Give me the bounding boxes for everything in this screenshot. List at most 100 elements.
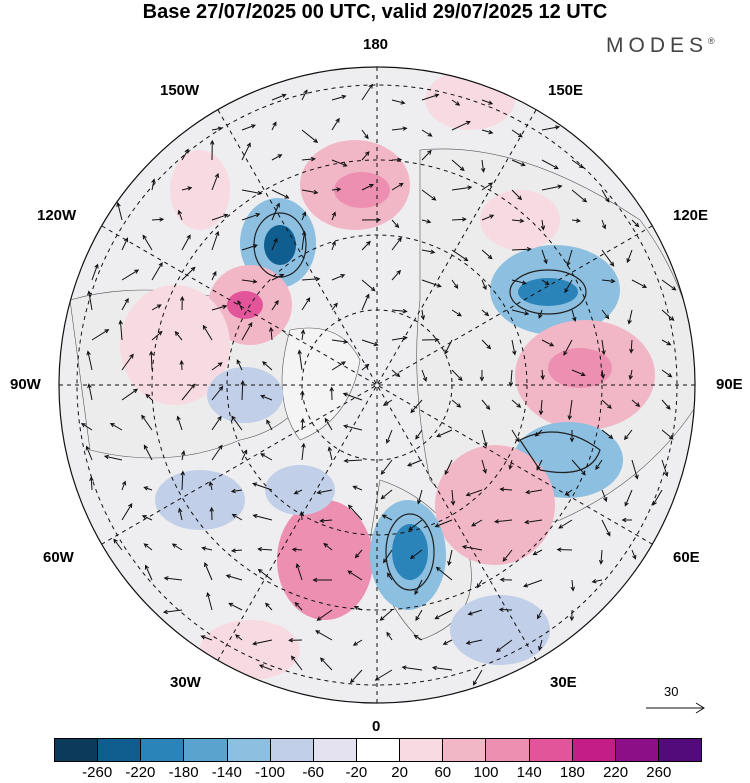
wind-arrow: [230, 488, 243, 494]
wind-arrow: [121, 388, 139, 401]
wind-arrow: [564, 489, 573, 496]
latitude-circle: [151, 159, 603, 611]
wind-arrow: [601, 309, 610, 320]
wind-arrow: [301, 89, 308, 101]
wind-arrow: [319, 657, 333, 671]
wind-arrow: [300, 390, 305, 401]
wind-arrow: [601, 519, 611, 537]
wind-arrow: [329, 386, 334, 401]
wind-arrow: [624, 429, 633, 441]
wind-arrow: [181, 186, 193, 191]
wind-arrow: [260, 394, 273, 401]
wind-arrow: [415, 609, 423, 622]
wind-arrow: [481, 279, 487, 291]
wind-arrow: [211, 213, 229, 221]
wind-arrow: [331, 117, 340, 131]
wind-arrow: [391, 126, 408, 131]
colorbar-segment: [141, 739, 185, 761]
colorbar-tick-label: -220: [125, 764, 156, 781]
wind-arrow: [661, 279, 677, 291]
wind-arrow: [343, 458, 363, 464]
wind-arrow: [241, 279, 258, 284]
wind-arrow: [231, 415, 243, 431]
wind-arrow: [481, 214, 495, 221]
anomaly-positive: [548, 348, 612, 388]
wind-arrow: [179, 359, 184, 371]
wind-arrow: [401, 665, 423, 671]
wind-arrow: [211, 362, 223, 371]
wind-arrow: [91, 263, 99, 281]
wind-arrow: [621, 517, 632, 523]
wind-arrow: [391, 182, 404, 191]
wind-arrow: [361, 83, 373, 101]
colorbar: [54, 738, 702, 762]
wind-arrow: [241, 322, 253, 341]
wind-arrow: [601, 278, 616, 284]
anomaly-positive: [170, 150, 230, 230]
wind-arrow: [471, 519, 483, 527]
wind-arrow: [536, 459, 543, 471]
wind-arrow: [451, 279, 459, 290]
wind-arrow: [436, 429, 453, 438]
wind-arrow: [141, 515, 153, 521]
wind-arrow: [421, 219, 432, 224]
wind-arrow: [301, 230, 307, 251]
wind-arrow: [288, 638, 303, 643]
wind-arrow: [113, 538, 123, 551]
modes-logo: MODES®: [606, 34, 715, 58]
contour-line: [519, 431, 601, 474]
wind-arrow: [435, 566, 453, 581]
wind-arrow: [481, 249, 493, 260]
wind-arrow: [444, 459, 453, 476]
map-border: [58, 66, 696, 704]
wind-arrow: [629, 339, 634, 354]
wind-arrow: [511, 429, 520, 443]
wind-arrow: [179, 295, 185, 311]
wind-arrow: [481, 399, 491, 411]
wind-arrow: [211, 230, 220, 251]
wind-arrow: [319, 518, 333, 523]
modes-logo-text: MODES: [606, 34, 709, 57]
wind-arrow: [601, 489, 608, 503]
wind-arrow: [301, 211, 307, 221]
wind-arrow: [451, 249, 469, 262]
wind-arrow: [421, 369, 428, 383]
meridian-60: [101, 225, 653, 545]
wind-arrow: [523, 579, 543, 588]
wind-arrow: [361, 339, 379, 347]
wind-arrow: [421, 129, 433, 137]
wind-arrow: [206, 591, 213, 611]
wind-arrow: [382, 399, 393, 406]
wind-arrow: [451, 217, 467, 222]
wind-arrow: [271, 121, 277, 131]
wind-arrow: [571, 459, 586, 476]
wind-arrow: [391, 335, 408, 341]
colorbar-tick-label: 260: [646, 764, 672, 781]
wind-arrow: [257, 568, 273, 581]
anomaly-negative: [264, 225, 296, 265]
wind-arrow: [420, 309, 426, 321]
wind-arrow: [143, 486, 153, 491]
wind-arrow: [382, 549, 393, 564]
wind-arrow: [144, 564, 153, 581]
wind-arrow: [262, 361, 273, 371]
wind-arrow: [461, 544, 483, 551]
wind-arrow: [181, 234, 191, 251]
wind-arrow: [481, 129, 494, 135]
wind-arrow: [265, 602, 273, 611]
meridian-150: [217, 109, 537, 661]
wind-arrow: [415, 429, 423, 440]
wind-arrow: [601, 189, 610, 203]
wind-arrow: [481, 99, 494, 105]
lon-label-90e: 90E: [716, 376, 743, 393]
wind-arrow: [315, 630, 333, 641]
colorbar-tick-label: -100: [254, 764, 286, 781]
wind-arrow: [600, 369, 605, 379]
wind-arrow: [301, 189, 319, 195]
lon-label-120e: 120E: [673, 207, 709, 224]
lon-label-0: 0: [372, 718, 381, 735]
wind-arrow: [406, 459, 423, 467]
wind-arrow: [494, 519, 513, 524]
colorbar-tick-label: -60: [302, 764, 325, 781]
